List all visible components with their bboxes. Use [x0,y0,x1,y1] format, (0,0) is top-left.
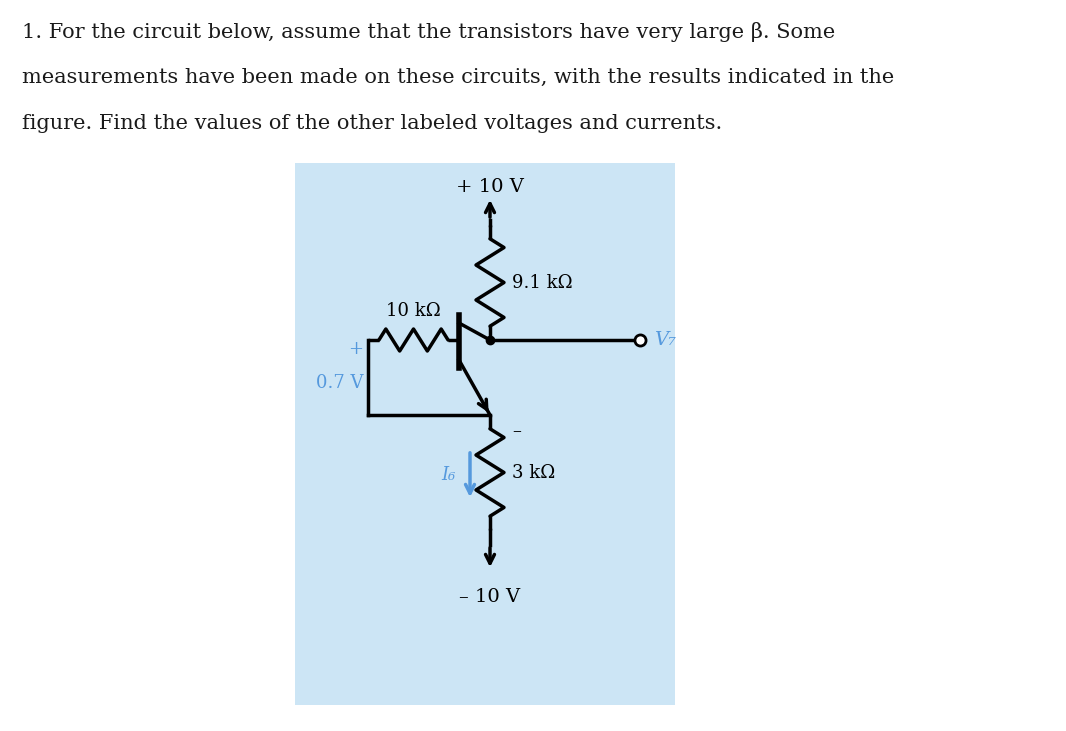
Text: 1. For the circuit below, assume that the transistors have very large β. Some: 1. For the circuit below, assume that th… [22,22,836,42]
Text: measurements have been made on these circuits, with the results indicated in the: measurements have been made on these cir… [22,68,894,87]
Text: – 10 V: – 10 V [459,588,520,606]
Text: figure. Find the values of the other labeled voltages and currents.: figure. Find the values of the other lab… [22,114,723,133]
Text: 0.7 V: 0.7 V [316,374,364,392]
Text: 9.1 kΩ: 9.1 kΩ [512,273,572,292]
Bar [295,163,675,705]
Text: I₆: I₆ [441,466,456,484]
Text: +: + [348,341,364,358]
Text: 3 kΩ: 3 kΩ [512,463,555,482]
Text: 10 kΩ: 10 kΩ [386,302,441,320]
Text: V₇: V₇ [655,331,676,349]
Text: –: – [512,422,521,440]
Text: + 10 V: + 10 V [456,178,523,196]
